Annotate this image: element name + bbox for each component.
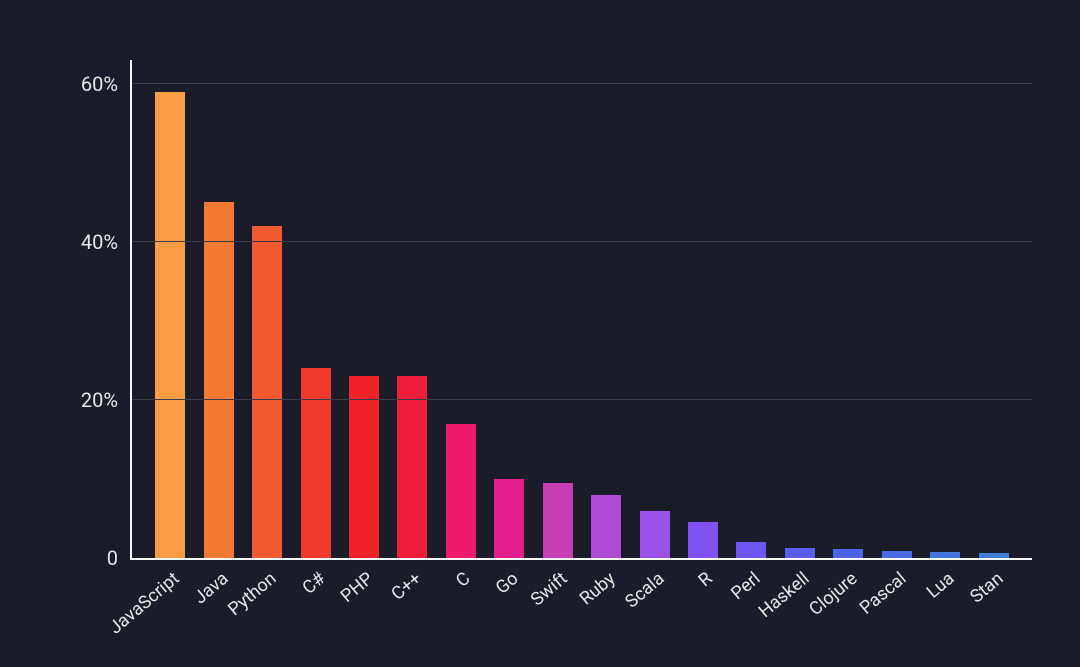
bar <box>930 552 960 558</box>
bar <box>785 548 815 558</box>
y-axis-label: 40% <box>81 230 132 254</box>
bar <box>155 92 185 558</box>
y-axis-label: 0 <box>107 546 132 570</box>
x-axis-label: Swift <box>527 568 572 610</box>
bar-slot: Haskell <box>776 60 824 558</box>
bar-slot: C++ <box>388 60 436 558</box>
bar-slot: Go <box>485 60 533 558</box>
x-axis-label: C <box>452 568 474 592</box>
bar-slot: Stan <box>969 60 1017 558</box>
x-axis-label: Stan <box>966 568 1007 607</box>
x-axis-label: C++ <box>388 568 426 605</box>
bar-slot: Scala <box>630 60 678 558</box>
x-axis-label: Haskell <box>755 568 814 622</box>
bar-slot: JavaScript <box>146 60 194 558</box>
bar <box>833 549 863 558</box>
bar-slot: PHP <box>340 60 388 558</box>
bar <box>543 483 573 558</box>
bar-slot: Perl <box>727 60 775 558</box>
bar <box>979 553 1009 558</box>
x-axis-label: R <box>695 568 717 591</box>
bar-slot: Pascal <box>873 60 921 558</box>
x-axis-label: C# <box>298 568 329 599</box>
bar-slot: Clojure <box>824 60 872 558</box>
x-axis-label: Pascal <box>855 568 910 619</box>
bars-area: JavaScriptJavaPythonC#PHPC++CGoSwiftRuby… <box>132 60 1032 558</box>
chart-container: JavaScriptJavaPythonC#PHPC++CGoSwiftRuby… <box>80 60 1032 560</box>
bar-slot: Java <box>194 60 242 558</box>
bar <box>494 479 524 558</box>
bar-slot: Python <box>243 60 291 558</box>
bar <box>301 368 331 558</box>
gridline <box>132 83 1032 84</box>
plot-area: JavaScriptJavaPythonC#PHPC++CGoSwiftRuby… <box>130 60 1032 560</box>
bar-slot: Swift <box>534 60 582 558</box>
x-axis-label: Scala <box>621 568 668 612</box>
bar <box>397 376 427 558</box>
x-axis-label: JavaScript <box>105 568 183 638</box>
bar <box>204 202 234 558</box>
bar <box>688 522 718 558</box>
bar <box>349 376 379 558</box>
bar <box>640 511 670 558</box>
bar <box>736 542 766 558</box>
bar-slot: R <box>679 60 727 558</box>
gridline <box>132 399 1032 400</box>
bar-slot: Lua <box>921 60 969 558</box>
y-axis-label: 20% <box>81 388 132 412</box>
bar-slot: C <box>437 60 485 558</box>
x-axis-label: Go <box>492 568 523 599</box>
gridline <box>132 241 1032 242</box>
bar <box>446 424 476 558</box>
bar <box>882 551 912 558</box>
x-axis-label: Perl <box>728 568 765 604</box>
bar-slot: C# <box>291 60 339 558</box>
x-axis-label: Ruby <box>576 568 620 610</box>
x-axis-label: Python <box>224 568 280 620</box>
x-axis-label: PHP <box>337 568 378 607</box>
x-axis-label: Clojure <box>805 568 861 620</box>
x-axis-label: Lua <box>923 568 959 603</box>
bar <box>591 495 621 558</box>
bar <box>252 226 282 558</box>
bar-slot: Ruby <box>582 60 630 558</box>
y-axis-label: 60% <box>81 72 132 96</box>
